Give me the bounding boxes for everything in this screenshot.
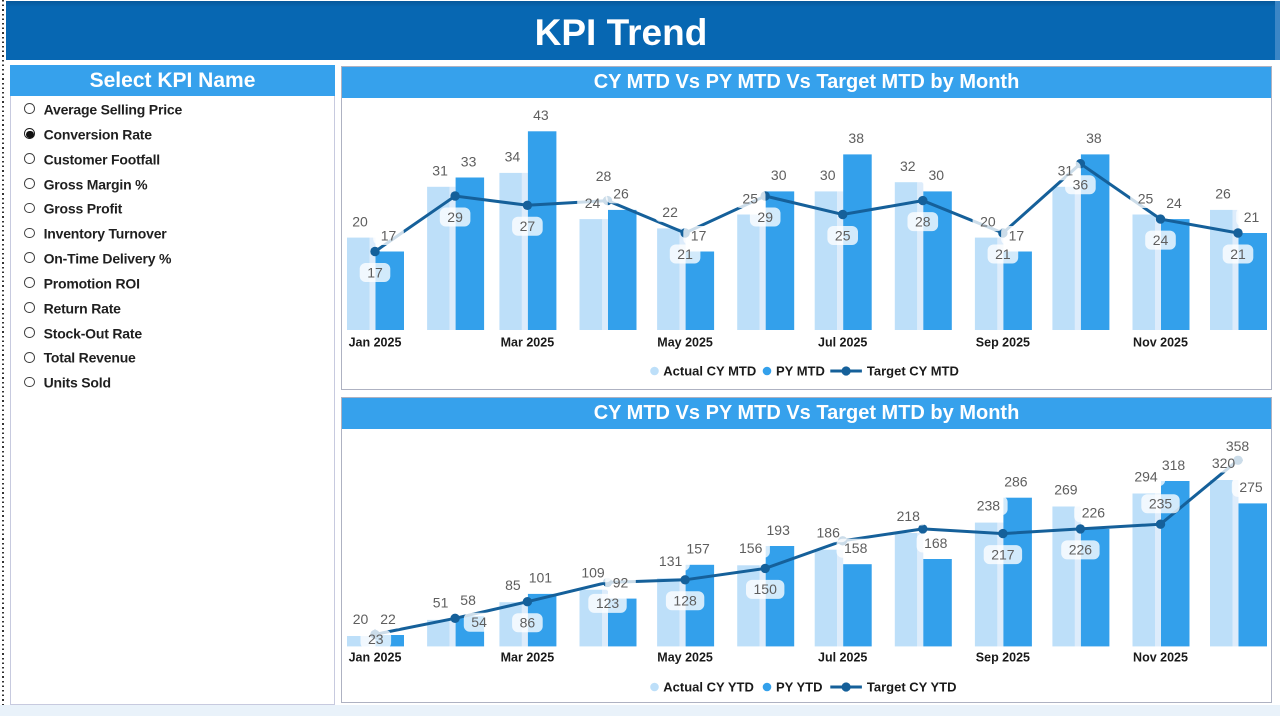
svg-text:36: 36 bbox=[1073, 177, 1089, 193]
svg-text:22: 22 bbox=[380, 611, 396, 627]
svg-text:358: 358 bbox=[1226, 438, 1250, 454]
svg-text:21: 21 bbox=[1244, 209, 1260, 225]
svg-text:24: 24 bbox=[1153, 232, 1169, 248]
svg-text:156: 156 bbox=[739, 540, 763, 556]
svg-text:Sep 2025: Sep 2025 bbox=[976, 651, 1030, 665]
svg-text:PY MTD: PY MTD bbox=[776, 364, 825, 379]
svg-text:29: 29 bbox=[757, 209, 773, 225]
svg-text:Actual CY YTD: Actual CY YTD bbox=[663, 680, 754, 695]
svg-text:186: 186 bbox=[817, 525, 841, 541]
svg-text:269: 269 bbox=[1054, 481, 1078, 497]
svg-text:38: 38 bbox=[1086, 130, 1102, 146]
svg-text:51: 51 bbox=[433, 595, 449, 611]
svg-text:31: 31 bbox=[1058, 163, 1074, 179]
svg-text:Jul 2025: Jul 2025 bbox=[818, 651, 867, 665]
svg-text:30: 30 bbox=[929, 167, 945, 183]
svg-text:Mar 2025: Mar 2025 bbox=[501, 336, 555, 350]
svg-text:294: 294 bbox=[1134, 468, 1158, 484]
svg-text:Jan 2025: Jan 2025 bbox=[349, 651, 402, 665]
svg-text:29: 29 bbox=[447, 209, 463, 225]
svg-text:24: 24 bbox=[1166, 195, 1182, 211]
svg-text:21: 21 bbox=[677, 246, 693, 262]
svg-text:43: 43 bbox=[533, 107, 549, 123]
svg-text:30: 30 bbox=[771, 167, 787, 183]
svg-text:Target CY YTD: Target CY YTD bbox=[867, 680, 957, 695]
svg-text:54: 54 bbox=[471, 614, 487, 630]
svg-text:226: 226 bbox=[1082, 505, 1106, 521]
svg-text:33: 33 bbox=[461, 153, 477, 169]
svg-text:26: 26 bbox=[613, 186, 629, 202]
svg-text:218: 218 bbox=[897, 508, 921, 524]
svg-text:21: 21 bbox=[1230, 246, 1246, 262]
svg-text:Jul 2025: Jul 2025 bbox=[818, 336, 867, 350]
svg-text:20: 20 bbox=[353, 611, 369, 627]
svg-text:26: 26 bbox=[1215, 186, 1231, 202]
svg-text:24: 24 bbox=[585, 195, 601, 211]
svg-text:17: 17 bbox=[381, 227, 397, 243]
svg-text:131: 131 bbox=[659, 553, 683, 569]
svg-text:150: 150 bbox=[754, 581, 778, 597]
svg-text:20: 20 bbox=[352, 213, 368, 229]
svg-text:Target CY MTD: Target CY MTD bbox=[867, 364, 959, 379]
svg-text:May 2025: May 2025 bbox=[657, 336, 713, 350]
svg-text:286: 286 bbox=[1004, 474, 1028, 490]
svg-text:86: 86 bbox=[520, 615, 536, 631]
svg-text:318: 318 bbox=[1162, 457, 1186, 473]
svg-text:28: 28 bbox=[915, 213, 931, 229]
svg-text:123: 123 bbox=[596, 595, 620, 611]
svg-text:217: 217 bbox=[991, 546, 1015, 562]
svg-text:17: 17 bbox=[1009, 227, 1025, 243]
svg-text:128: 128 bbox=[673, 593, 697, 609]
svg-text:Mar 2025: Mar 2025 bbox=[501, 651, 555, 665]
svg-text:34: 34 bbox=[505, 149, 521, 165]
svg-text:235: 235 bbox=[1149, 496, 1173, 512]
svg-text:Nov 2025: Nov 2025 bbox=[1133, 651, 1188, 665]
svg-text:238: 238 bbox=[977, 497, 1001, 513]
svg-text:25: 25 bbox=[742, 190, 758, 206]
svg-text:25: 25 bbox=[835, 227, 851, 243]
svg-text:30: 30 bbox=[820, 167, 836, 183]
svg-text:21: 21 bbox=[995, 246, 1011, 262]
svg-text:22: 22 bbox=[662, 204, 678, 220]
svg-text:Nov 2025: Nov 2025 bbox=[1133, 336, 1188, 350]
svg-text:28: 28 bbox=[596, 168, 612, 184]
svg-text:25: 25 bbox=[1138, 190, 1154, 206]
svg-text:92: 92 bbox=[613, 574, 629, 590]
svg-text:193: 193 bbox=[767, 522, 791, 538]
svg-text:Jan 2025: Jan 2025 bbox=[349, 336, 402, 350]
svg-text:27: 27 bbox=[520, 218, 536, 234]
svg-text:38: 38 bbox=[848, 130, 864, 146]
svg-text:17: 17 bbox=[367, 264, 383, 280]
svg-text:158: 158 bbox=[844, 540, 868, 556]
svg-text:May 2025: May 2025 bbox=[657, 651, 713, 665]
svg-text:109: 109 bbox=[581, 565, 605, 581]
svg-text:226: 226 bbox=[1069, 542, 1093, 558]
svg-text:275: 275 bbox=[1239, 479, 1263, 495]
svg-text:31: 31 bbox=[432, 163, 448, 179]
svg-text:101: 101 bbox=[529, 570, 553, 586]
svg-text:157: 157 bbox=[686, 541, 710, 557]
svg-text:32: 32 bbox=[900, 158, 916, 174]
svg-text:Actual CY MTD: Actual CY MTD bbox=[663, 364, 756, 379]
svg-text:168: 168 bbox=[924, 535, 948, 551]
svg-text:17: 17 bbox=[691, 227, 707, 243]
svg-text:20: 20 bbox=[980, 213, 996, 229]
svg-text:Sep 2025: Sep 2025 bbox=[976, 336, 1030, 350]
svg-text:PY YTD: PY YTD bbox=[776, 680, 822, 695]
svg-text:23: 23 bbox=[368, 631, 384, 647]
svg-text:58: 58 bbox=[460, 592, 476, 608]
svg-text:320: 320 bbox=[1212, 455, 1236, 471]
svg-text:85: 85 bbox=[505, 577, 521, 593]
